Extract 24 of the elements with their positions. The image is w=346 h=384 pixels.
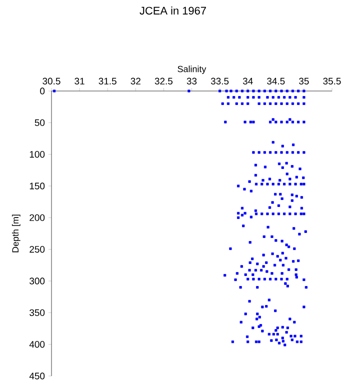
y-tick-label: 250 <box>30 246 45 253</box>
x-tick-label: 30.5 <box>42 78 60 84</box>
x-tick-label: 31.5 <box>98 78 116 84</box>
y-tick-label: 350 <box>30 309 45 316</box>
y-axis-title: Depth [m] <box>12 214 20 252</box>
y-tick-label: 400 <box>29 340 45 348</box>
x-tick-label: 33.5 <box>210 78 229 84</box>
y-tick-label: 150 <box>30 182 45 190</box>
x-tick-label: 34.5 <box>267 78 285 84</box>
x-tick-label: 31 <box>74 78 84 84</box>
y-tick-label: 50 <box>34 119 45 126</box>
y-tick-label: 100 <box>30 150 45 158</box>
y-tick-label: 300 <box>30 278 45 284</box>
x-tick-label: 34 <box>242 78 253 84</box>
x-tick-label: 35 <box>299 78 309 84</box>
x-tick-label: 35.5 <box>323 78 341 84</box>
x-axis-title: Salinity <box>178 66 206 74</box>
x-tick-label: 32.5 <box>154 78 173 84</box>
y-tick-label: 200 <box>30 214 45 222</box>
chart-title: JCEA in 1967 <box>140 6 206 15</box>
y-tick-label: 450 <box>29 372 45 380</box>
x-tick-label: 33 <box>186 78 197 84</box>
y-tick-label: 0 <box>40 88 45 94</box>
x-tick-label: 32 <box>130 78 140 84</box>
